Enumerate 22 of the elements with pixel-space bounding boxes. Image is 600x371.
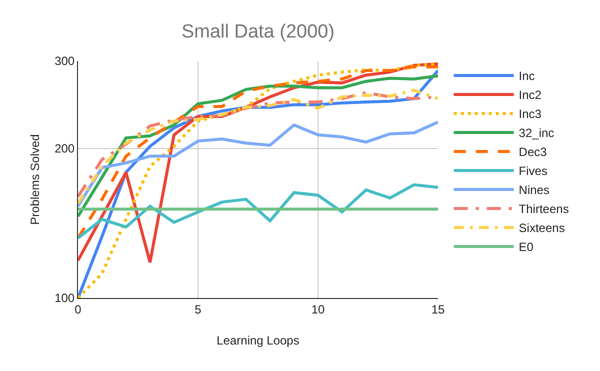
line-series bbox=[78, 183, 438, 240]
y-axis-title: Problems Solved bbox=[28, 134, 42, 225]
x-tick-label: 0 bbox=[74, 302, 82, 316]
legend-label: Inc bbox=[518, 69, 535, 84]
legend-label: Fives bbox=[518, 164, 548, 178]
y-tick-label: 100 bbox=[54, 291, 75, 306]
x-tick-label: 5 bbox=[194, 302, 202, 316]
x-axis-title: Learning Loops bbox=[216, 333, 300, 348]
y-tick-label: 200 bbox=[54, 142, 75, 156]
legend-label: Dec3 bbox=[518, 145, 548, 160]
y-tick-label: 300 bbox=[54, 54, 75, 68]
line-series bbox=[78, 120, 438, 208]
legend-label: 32_inc bbox=[518, 126, 554, 140]
x-tick-label: 15 bbox=[431, 302, 445, 316]
x-tick-label: 10 bbox=[311, 302, 325, 316]
legend-label: E0 bbox=[518, 240, 534, 254]
legend-label: Inc3 bbox=[518, 107, 542, 122]
legend-label: Inc2 bbox=[518, 88, 542, 102]
legend-label: Thirteens bbox=[518, 202, 569, 216]
legend-label: Nines bbox=[518, 183, 550, 198]
chart-title: Small Data (2000) bbox=[181, 21, 335, 42]
legend-label: Sixteens bbox=[518, 221, 565, 236]
